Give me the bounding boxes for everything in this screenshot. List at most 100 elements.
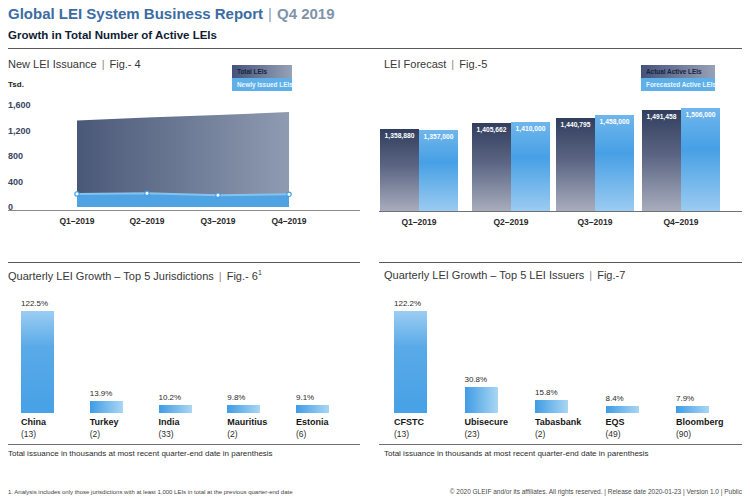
fig5-x-label: Q4–2019 — [664, 217, 699, 227]
fig4-legend-newly-issued: Newly Issued LEIs — [232, 78, 292, 91]
bar-percent-label: 10.2% — [159, 393, 182, 402]
fig4-x-label: Q2–2019 — [130, 216, 165, 226]
fig6-figure-label: Fig.- 6 — [227, 270, 258, 282]
fig4-y-tick: 800 — [8, 151, 23, 161]
bar-value-label: 1,440,795 — [556, 121, 595, 128]
fig5-plot-area: 1,358,8801,357,000 1,405,6621,410,000 1,44… — [380, 108, 720, 211]
pct-bar-slot: 8.4% — [606, 311, 674, 413]
bar-count-label: (13) — [394, 429, 409, 439]
report-title-text: Global LEI System Business Report — [8, 5, 263, 22]
newly-issued-marker — [75, 192, 79, 196]
fig4-plot-area — [46, 100, 356, 216]
fig4-title: New LEI Issuance|Fig.- 4 — [8, 58, 141, 70]
panel-new-lei-issuance: New LEI Issuance|Fig.- 4 Tsd. Total LEIs… — [8, 55, 360, 255]
fig5-legend-forecasted: Forecasted Active LEIs — [641, 78, 715, 91]
growth-bar-Turkey — [90, 401, 123, 413]
pct-bar-slot: 13.9% — [90, 311, 158, 413]
newly-issued-marker — [287, 192, 291, 196]
pct-bar-slot: 10.2% — [159, 311, 227, 413]
fig4-unit-label: Tsd. — [8, 80, 24, 89]
growth-bar-Ubisecure — [465, 387, 498, 413]
fig5-legend-actual: Actual Active LEIs — [641, 65, 715, 78]
growth-bar-Bloomberg — [676, 406, 709, 413]
growth-bar-EQS — [606, 406, 639, 413]
bar-count-label: (2) — [90, 429, 100, 439]
fig5-figure-label: Fig.-5 — [459, 58, 487, 70]
fig4-y-tick: 400 — [8, 177, 23, 187]
fig4-title-text: New LEI Issuance — [8, 58, 97, 70]
fig4-legend: Total LEIs Newly Issued LEIs — [232, 65, 292, 91]
fig4-x-axis-line — [8, 210, 360, 211]
actual-bar-Q2–2019: 1,405,662 — [472, 123, 511, 211]
copyright-line: © 2020 GLEIF and/or its affiliates. All … — [450, 488, 742, 495]
bar-percent-label: 30.8% — [465, 375, 488, 384]
bar-value-label: 1,405,662 — [472, 126, 511, 133]
bar-percent-label: 122.5% — [21, 299, 48, 308]
bar-count-label: (49) — [606, 429, 621, 439]
fig6-title-text: Quarterly LEI Growth – Top 5 Jurisdictio… — [8, 270, 214, 282]
pct-bar-slot: 122.5% — [21, 311, 89, 413]
actual-bar-Q4–2019: 1,491,458 — [642, 110, 681, 211]
bar-category-label: Tabasbank — [535, 417, 581, 427]
fig7-note: Total issuance in thousands at most rece… — [384, 449, 649, 458]
fig7-title: Quarterly LEI Growth – Top 5 LEI Issuers… — [384, 269, 625, 281]
growth-bar-CFSTC — [394, 311, 427, 413]
bar-percent-label: 9.1% — [296, 393, 314, 402]
bar-value-label: 1,358,880 — [380, 132, 419, 139]
bar-category-label: Mauritius — [227, 417, 267, 427]
pct-bar-slot: 15.8% — [535, 311, 603, 413]
fig7-title-separator: | — [584, 269, 597, 281]
title-separator: | — [263, 5, 277, 22]
fig5-x-label: Q2–2019 — [494, 217, 529, 227]
bar-percent-label: 7.9% — [676, 394, 694, 403]
fig4-legend-total-leis: Total LEIs — [232, 65, 292, 78]
fig7-bottom-divider — [379, 444, 742, 445]
fig4-y-tick: 1,600 — [8, 100, 31, 110]
fig4-y-tick: 1,200 — [8, 126, 31, 136]
bar-percent-label: 122.2% — [394, 299, 421, 308]
bar-percent-label: 8.4% — [606, 394, 624, 403]
report-period: Q4 2019 — [277, 5, 335, 22]
bar-value-label: 1,458,000 — [595, 118, 634, 125]
report-title: Global LEI System Business Report|Q4 201… — [8, 5, 335, 22]
bar-percent-label: 15.8% — [535, 388, 558, 397]
bar-value-label: 1,506,000 — [681, 111, 720, 118]
bar-percent-label: 13.9% — [90, 389, 113, 398]
bar-category-label: Bloomberg — [676, 417, 724, 427]
fig4-area-svg — [46, 100, 356, 212]
bar-value-label: 1,410,000 — [511, 125, 550, 132]
forecast-bar-Q2–2019: 1,410,000 — [511, 122, 550, 211]
fig4-figure-label: Fig.- 4 — [110, 58, 141, 70]
panel-top5-jurisdictions: Quarterly LEI Growth – Top 5 Jurisdictio… — [8, 263, 360, 473]
fig7-figure-label: Fig.-7 — [597, 269, 625, 281]
fig7-top-divider — [379, 262, 742, 263]
pct-bar-slot: 9.1% — [296, 311, 364, 413]
newly-issued-marker — [145, 191, 149, 195]
bar-category-label: Ubisecure — [465, 417, 509, 427]
bar-count-label: (33) — [159, 429, 174, 439]
fig4-title-separator: | — [97, 58, 110, 70]
bar-category-label: Estonia — [296, 417, 329, 427]
bar-value-label: 1,491,458 — [642, 113, 681, 120]
fig4-x-label: Q1–2019 — [60, 216, 95, 226]
bar-category-label: China — [21, 417, 46, 427]
growth-bar-Estonia — [296, 405, 329, 413]
fig4-y-tick: 0 — [8, 202, 13, 212]
bar-count-label: (6) — [296, 429, 306, 439]
fig5-bar-group: 1,440,7951,458,000 — [556, 108, 634, 211]
fig5-x-axis-line — [379, 211, 742, 212]
panel-top5-lei-issuers: Quarterly LEI Growth – Top 5 LEI Issuers… — [379, 263, 742, 473]
bar-count-label: (2) — [227, 429, 237, 439]
newly-issued-marker — [216, 193, 220, 197]
actual-bar-Q1–2019: 1,358,880 — [380, 129, 419, 211]
growth-bar-India — [159, 405, 192, 413]
report-subtitle: Growth in Total Number of Active LEIs — [8, 29, 217, 41]
growth-bar-China — [21, 311, 54, 413]
fig5-title: LEI Forecast|Fig.-5 — [384, 58, 487, 70]
fig5-legend: Actual Active LEIs Forecasted Active LEI… — [641, 65, 715, 91]
pct-bar-slot: 122.2% — [394, 311, 462, 413]
bar-value-label: 1,357,000 — [419, 133, 458, 140]
fig5-title-text: LEI Forecast — [384, 58, 446, 70]
pct-bar-slot: 7.9% — [676, 311, 744, 413]
fig4-x-label: Q3–2019 — [201, 216, 236, 226]
